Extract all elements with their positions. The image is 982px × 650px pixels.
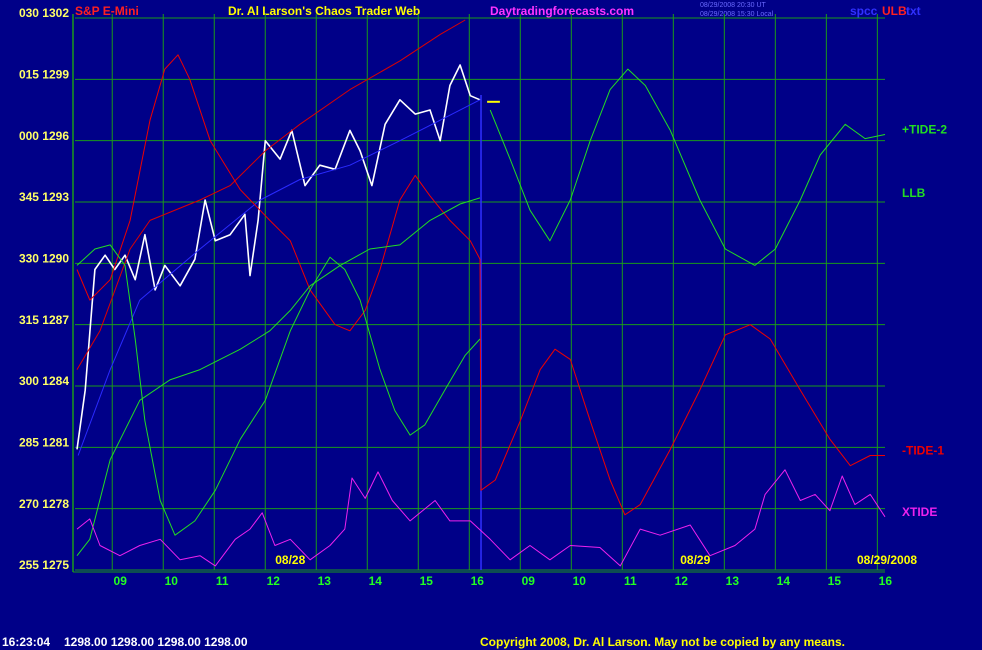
x-tick-label: 12 (267, 574, 281, 588)
x-tick-label: 14 (777, 574, 791, 588)
timestamp: 08/29/2008 15:30 Local (700, 11, 774, 18)
series-line (77, 99, 481, 456)
x-tick-label: 12 (675, 574, 689, 588)
day-label: 08/28 (275, 553, 305, 567)
y-tick-label: 270 1278 (19, 497, 69, 511)
day-label: 08/29/2008 (857, 553, 917, 567)
y-tick-label: 300 1284 (19, 374, 69, 388)
y-tick-label: 030 1302 (19, 6, 69, 20)
x-tick-label: 10 (165, 574, 179, 588)
x-tick-label: 10 (573, 574, 587, 588)
series-line (76, 68, 886, 536)
x-tick-label: 11 (216, 574, 229, 588)
code: txt (906, 4, 921, 18)
y-tick-label: 255 1275 (19, 558, 69, 572)
symbol: S&P E-Mini (75, 4, 139, 18)
x-tick-label: 11 (624, 574, 637, 588)
timestamp: 08/29/2008 20:30 UT (700, 2, 766, 9)
x-tick-label: 16 (879, 574, 893, 588)
site: Daytradingforecasts.com (490, 4, 634, 18)
series-label: XTIDE (902, 505, 937, 519)
series-line (76, 469, 886, 567)
chart-title: Dr. Al Larson's Chaos Trader Web (228, 4, 420, 18)
series-label: LLB (902, 186, 926, 200)
day-label: 08/29 (680, 553, 710, 567)
x-tick-label: 09 (522, 574, 536, 588)
series-line (76, 197, 481, 557)
code: ULB (882, 4, 907, 18)
y-tick-label: 285 1281 (19, 436, 69, 450)
y-tick-label: 015 1299 (19, 68, 69, 82)
x-tick-label: 16 (471, 574, 485, 588)
series-label: +TIDE-2 (902, 123, 947, 137)
x-tick-label: 15 (828, 574, 842, 588)
y-tick-label: 345 1293 (19, 190, 69, 204)
series-line (76, 54, 885, 516)
footer-time: 16:23:04 (2, 635, 50, 649)
y-tick-label: 330 1290 (19, 252, 69, 266)
y-tick-label: 000 1296 (19, 129, 69, 143)
x-tick-label: 14 (369, 574, 383, 588)
code: spcc (850, 4, 878, 18)
x-tick-label: 13 (318, 574, 332, 588)
x-tick-label: 15 (420, 574, 434, 588)
x-tick-label: 09 (114, 574, 128, 588)
series-label: -TIDE-1 (902, 444, 944, 458)
y-tick-label: 315 1287 (19, 313, 69, 327)
series-line (76, 19, 466, 370)
series-line (76, 64, 481, 450)
x-tick-label: 13 (726, 574, 740, 588)
copyright: Copyright 2008, Dr. Al Larson. May not b… (480, 635, 845, 649)
footer-quote: 1298.00 1298.00 1298.00 1298.00 (64, 635, 248, 649)
